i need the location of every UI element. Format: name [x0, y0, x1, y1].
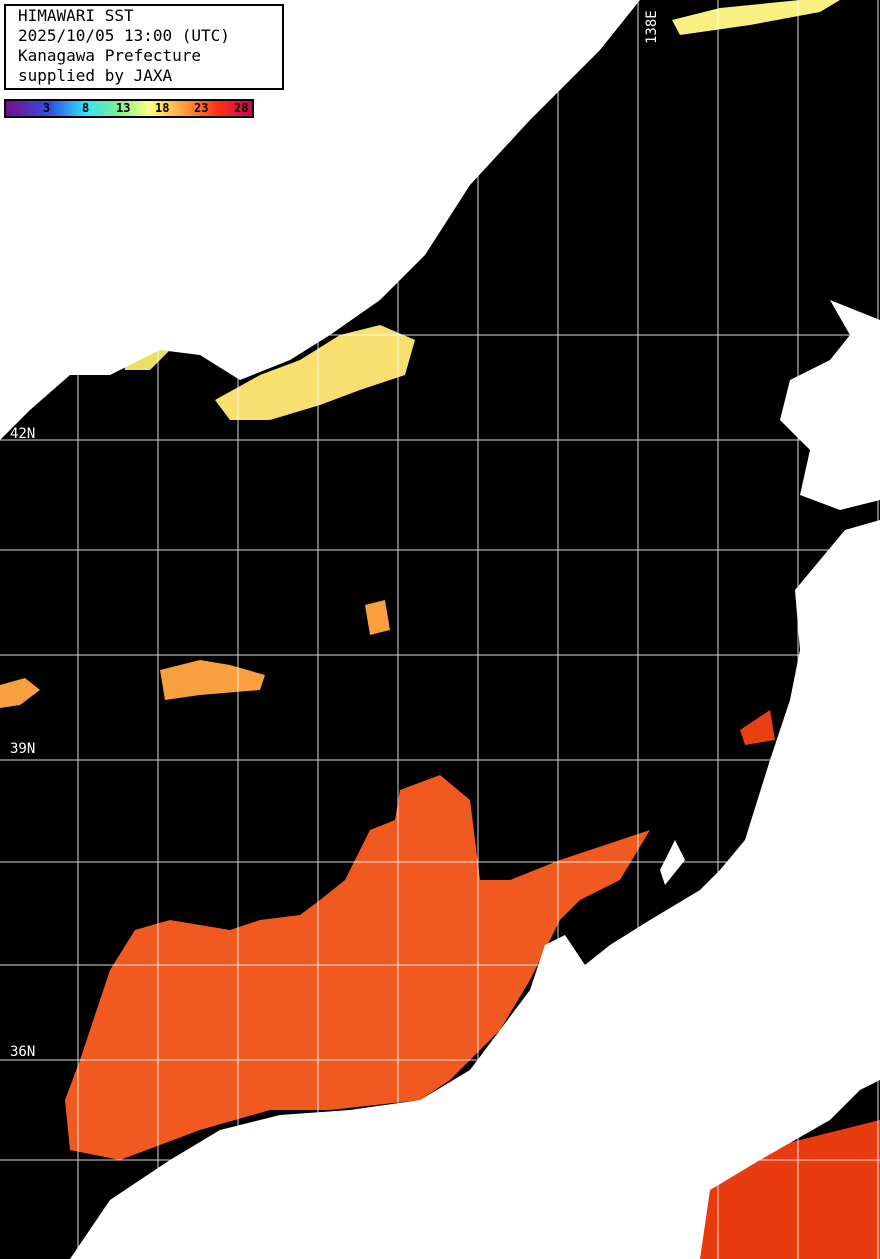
land-hokkaido [780, 300, 880, 510]
sst-patch-red-south [690, 1120, 880, 1259]
lon-label-138e: 138E [644, 10, 660, 44]
sst-patch-red-east [740, 710, 775, 745]
scale-tick: 3 [43, 101, 51, 115]
info-box: HIMAWARI SST 2025/10/05 13:00 (UTC) Kana… [4, 4, 284, 90]
scale-tick: 18 [155, 101, 170, 115]
lat-label-36n: 36N [10, 1044, 36, 1060]
sst-patch-north-yellow [215, 325, 415, 420]
scale-tick: 8 [82, 101, 90, 115]
color-scale-bar: 3 8 13 18 23 28 [4, 99, 254, 118]
sst-patch-orange1 [365, 600, 390, 635]
sst-patch-orange2 [160, 660, 265, 700]
info-region: Kanagawa Prefecture [18, 46, 202, 65]
scale-tick: 23 [194, 101, 209, 115]
land-honshu [70, 520, 880, 1259]
lat-label-39n: 39N [10, 741, 36, 757]
scale-tick: 13 [116, 101, 131, 115]
sst-patch-red-main [65, 775, 650, 1160]
info-datetime: 2025/10/05 13:00 (UTC) [18, 26, 230, 45]
sst-patch-orange3 [0, 678, 40, 708]
info-title: HIMAWARI SST [18, 6, 134, 25]
scale-tick: 28 [234, 101, 249, 115]
info-credit: supplied by JAXA [18, 66, 173, 85]
lat-label-42n: 42N [10, 426, 36, 442]
sst-patch-top-yellow [672, 0, 840, 35]
